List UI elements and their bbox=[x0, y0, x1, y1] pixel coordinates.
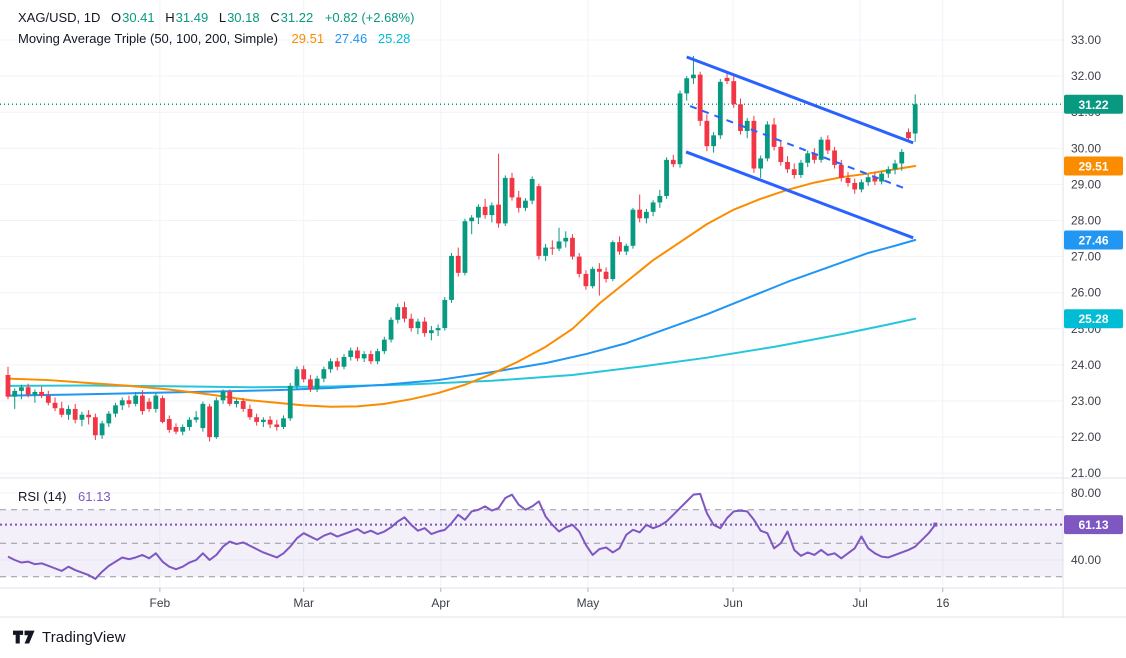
axis-price-badge-value: 25.28 bbox=[1078, 312, 1108, 326]
price-scale[interactable] bbox=[1063, 0, 1126, 618]
ohlc-low-value: 30.18 bbox=[227, 10, 260, 25]
axis-price-badge-value: 29.51 bbox=[1078, 159, 1108, 173]
price-tick-label: 23.00 bbox=[1071, 394, 1101, 408]
axis-price-badge bbox=[1064, 94, 1123, 114]
sma200-value: 25.28 bbox=[377, 31, 411, 46]
chart-background bbox=[0, 0, 1126, 618]
rsi-last-marker bbox=[933, 522, 938, 527]
time-scale[interactable] bbox=[0, 588, 1063, 618]
time-tick-label: 16 bbox=[936, 596, 950, 610]
price-tick-label: 30.00 bbox=[1071, 141, 1101, 155]
price-tick-label: 29.00 bbox=[1071, 177, 1101, 191]
axis-price-badge-value: 61.13 bbox=[1078, 518, 1108, 532]
sma-50-line bbox=[7, 164, 917, 408]
time-tick-label: Jun bbox=[723, 596, 742, 610]
sma50-value: 29.51 bbox=[291, 31, 325, 46]
ohlc-open-value: 30.41 bbox=[122, 10, 155, 25]
rsi-indicator-legend[interactable]: RSI (14) 61.13 bbox=[18, 489, 111, 504]
rsi-tick-label: 80.00 bbox=[1071, 486, 1101, 500]
price-tick-label: 32.00 bbox=[1071, 69, 1101, 83]
price-tick-label: 24.00 bbox=[1071, 358, 1101, 372]
ohlc-high-value: 31.49 bbox=[175, 10, 209, 25]
rsi-value: 61.13 bbox=[78, 489, 111, 504]
symbol-title: XAG/USD, 1D bbox=[18, 10, 101, 25]
time-tick-label: Jul bbox=[852, 596, 867, 610]
channel-lower-trendline bbox=[685, 150, 914, 240]
sma-200-line bbox=[7, 317, 917, 389]
price-tick-label: 27.00 bbox=[1071, 250, 1101, 264]
price-tick-label: 33.00 bbox=[1071, 33, 1101, 47]
time-tick-label: Apr bbox=[431, 596, 450, 610]
ma-indicator-title: Moving Average Triple (50, 100, 200, Sim… bbox=[18, 31, 278, 46]
ohlc-close-label: C bbox=[270, 10, 280, 25]
change-value: +0.82 (+2.68%) bbox=[324, 10, 415, 25]
ohlc-open-label: O bbox=[110, 10, 122, 25]
candlestick-series bbox=[5, 55, 918, 442]
axis-price-badge-value: 27.46 bbox=[1078, 233, 1108, 247]
axis-price-badge bbox=[1064, 156, 1123, 176]
price-tick-label: 26.00 bbox=[1071, 286, 1101, 300]
ohlc-close-value: 31.22 bbox=[280, 10, 314, 25]
price-tick-label: 21.00 bbox=[1071, 466, 1101, 480]
time-tick-label: Mar bbox=[293, 596, 314, 610]
rsi-indicator-title: RSI (14) bbox=[18, 489, 67, 504]
time-tick-label: May bbox=[577, 596, 600, 610]
ohlc-high-label: H bbox=[165, 10, 175, 25]
price-tick-label: 28.00 bbox=[1071, 214, 1101, 228]
axis-price-badge bbox=[1064, 230, 1123, 250]
channel-upper-trendline bbox=[686, 55, 914, 145]
chart-canvas[interactable]: 33.0032.0031.0030.0029.0028.0027.0026.00… bbox=[0, 0, 1126, 618]
ma-indicator-legend[interactable]: Moving Average Triple (50, 100, 200, Sim… bbox=[18, 31, 410, 46]
ohlc-low-label: L bbox=[218, 10, 227, 25]
rsi-tick-label: 40.00 bbox=[1071, 553, 1101, 567]
price-tick-label: 22.00 bbox=[1071, 430, 1101, 444]
sma100-value: 27.46 bbox=[334, 31, 368, 46]
sma-100-line bbox=[7, 238, 917, 397]
tradingview-logo-text: TradingView bbox=[42, 629, 126, 646]
symbol-legend[interactable]: XAG/USD, 1D O30.41 H31.49 L30.18 C31.22 … bbox=[18, 10, 414, 25]
rsi-line bbox=[7, 492, 937, 580]
axis-price-badge bbox=[1064, 515, 1123, 535]
tradingview-logo-icon bbox=[13, 630, 35, 644]
axis-price-badge bbox=[1064, 309, 1123, 329]
axis-price-badge-value: 31.22 bbox=[1078, 98, 1108, 112]
time-tick-label: Feb bbox=[150, 596, 171, 610]
tradingview-logo[interactable]: TradingView bbox=[13, 629, 126, 646]
